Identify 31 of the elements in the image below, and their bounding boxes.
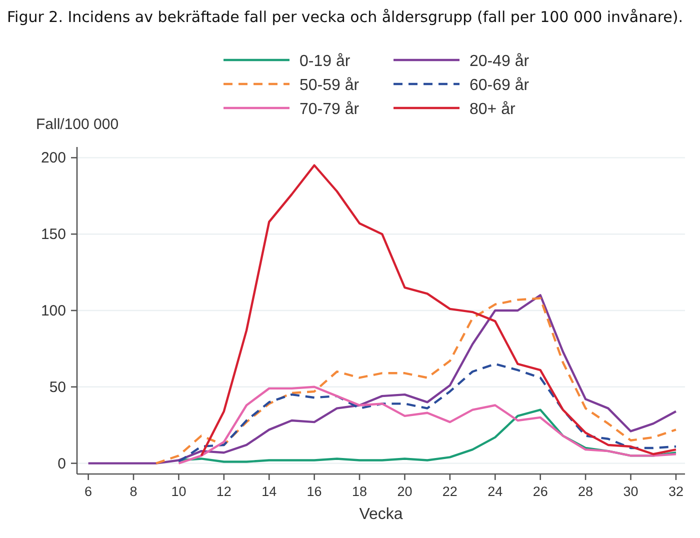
y-tick-label: 150	[40, 226, 66, 244]
legend-label: 70-79 år	[300, 101, 360, 118]
legend-label: 80+ år	[470, 101, 516, 118]
x-tick-label: 10	[171, 484, 186, 499]
legend-label: 0-19 år	[300, 53, 351, 70]
y-tick-label: 100	[40, 302, 66, 320]
x-tick-label: 12	[216, 484, 232, 499]
y-tick-label: 0	[58, 455, 66, 472]
x-tick-label: 24	[488, 484, 504, 499]
x-tick-label: 20	[397, 484, 412, 499]
x-tick-label: 18	[352, 484, 368, 499]
x-tick-label: 14	[262, 484, 278, 499]
line-series	[200, 164, 678, 457]
x-tick-label: 30	[623, 484, 638, 499]
x-axis-title: Vecka	[359, 506, 403, 523]
y-tick-label: 200	[40, 150, 66, 167]
x-tick-label: 22	[442, 484, 458, 499]
x-tick-label: 6	[84, 484, 92, 499]
legend-label: 20-49 år	[470, 53, 530, 70]
x-tick-label: 16	[306, 484, 322, 499]
line-series	[178, 362, 678, 463]
legend-label: 50-59 år	[300, 77, 360, 94]
chart-title: Figur 2. Incidens av bekräftade fall per vecka och åldersgrupp (fall per 100 000 invånare).	[7, 8, 684, 26]
y-axis-title: Fall/100 000	[36, 116, 119, 133]
y-tick-label: 50	[49, 378, 66, 396]
x-tick-label: 26	[532, 484, 548, 499]
legend-label: 60-69 år	[470, 77, 530, 94]
x-tick-label: 32	[668, 484, 684, 499]
line-series	[178, 386, 678, 464]
x-tick-label: 28	[578, 484, 594, 499]
x-tick-label: 8	[130, 484, 138, 499]
